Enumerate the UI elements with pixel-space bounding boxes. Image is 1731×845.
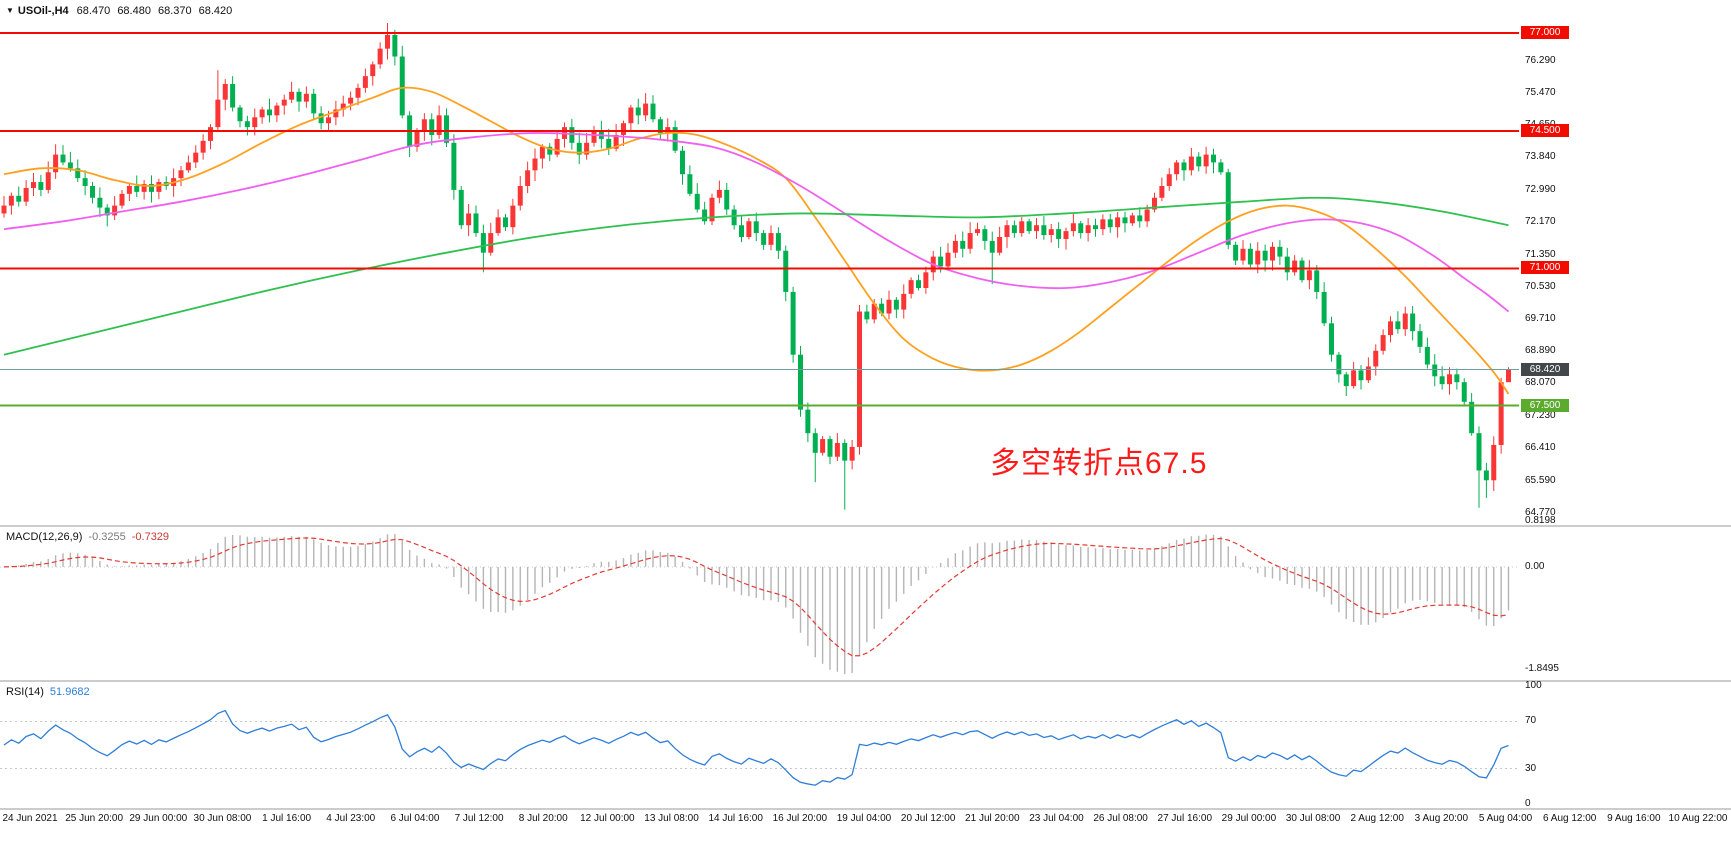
date-label: 7 Jul 12:00 bbox=[454, 813, 504, 824]
macd-signal-value: -0.7329 bbox=[131, 531, 170, 543]
date-label: 30 Jul 08:00 bbox=[1285, 813, 1341, 824]
price-tick-label: 66.410 bbox=[1525, 442, 1556, 454]
hline-price-badge: 74.500 bbox=[1521, 124, 1569, 138]
price-tick-label: 68.070 bbox=[1525, 377, 1556, 389]
date-label: 14 Jul 16:00 bbox=[708, 813, 763, 824]
price-tick-label: 73.840 bbox=[1525, 150, 1556, 162]
hline-price-badge: 67.500 bbox=[1521, 398, 1569, 412]
macd-main-value: -0.3255 bbox=[88, 531, 126, 543]
rsi-indicator-label: RSI(14) 51.9682 bbox=[6, 686, 96, 698]
hline-price-badge: 71.000 bbox=[1521, 261, 1569, 275]
date-label: 10 Aug 22:00 bbox=[1668, 813, 1728, 824]
date-label: 24 Jun 2021 bbox=[2, 813, 58, 824]
macd-tick-label: -1.8495 bbox=[1525, 663, 1559, 675]
price-tick-label: 64.770 bbox=[1525, 506, 1556, 518]
rsi-name: RSI(14) bbox=[6, 686, 44, 698]
current-price-badge: 68.420 bbox=[1521, 362, 1569, 376]
ma-slow-green bbox=[3, 196, 1509, 356]
hline-price-badge: 77.000 bbox=[1521, 25, 1569, 39]
date-label: 6 Jul 04:00 bbox=[390, 813, 440, 824]
date-label: 13 Jul 08:00 bbox=[644, 813, 699, 824]
date-label: 25 Jun 20:00 bbox=[65, 813, 124, 824]
price-tick-label: 70.530 bbox=[1525, 280, 1556, 292]
rsi-tick-label: 0 bbox=[1525, 798, 1531, 809]
rsi-tick-label: 70 bbox=[1525, 715, 1537, 727]
price-scale[interactable]: 76.29075.47074.65073.84072.99072.17071.3… bbox=[1519, 0, 1731, 845]
price-tick-label: 67.230 bbox=[1525, 410, 1556, 422]
date-label: 20 Jul 12:00 bbox=[900, 813, 956, 824]
price-tick-label: 72.170 bbox=[1525, 216, 1556, 228]
chart-annotation: 多空转折点67.5 bbox=[990, 447, 1208, 480]
quote-low: 68.370 bbox=[157, 5, 192, 17]
date-label: 6 Aug 12:00 bbox=[1542, 813, 1597, 824]
date-label: 19 Jul 04:00 bbox=[836, 813, 892, 824]
date-label: 8 Jul 20:00 bbox=[518, 813, 568, 824]
date-label: 21 Jul 20:00 bbox=[965, 813, 1020, 824]
date-label: 3 Aug 20:00 bbox=[1414, 813, 1469, 824]
date-label: 30 Jun 08:00 bbox=[193, 813, 252, 824]
ma-mid-magenta bbox=[3, 132, 1510, 313]
price-tick-label: 65.590 bbox=[1525, 474, 1556, 486]
date-label: 23 Jul 04:00 bbox=[1029, 813, 1084, 824]
quote-high: 68.480 bbox=[117, 5, 151, 17]
date-label: 12 Jul 00:00 bbox=[580, 813, 635, 824]
price-tick-label: 72.990 bbox=[1525, 184, 1556, 196]
rsi-tick-label: 100 bbox=[1525, 680, 1542, 691]
date-label: 16 Jul 20:00 bbox=[772, 813, 828, 824]
date-label: 4 Jul 23:00 bbox=[326, 813, 376, 824]
date-label: 29 Jul 00:00 bbox=[1221, 813, 1277, 824]
macd-indicator-label: MACD(12,26,9) -0.3255 -0.7329 bbox=[6, 531, 175, 543]
date-label: 5 Aug 04:00 bbox=[1478, 813, 1533, 824]
quote-close: 68.420 bbox=[198, 5, 233, 17]
price-tick-label: 69.710 bbox=[1525, 313, 1556, 324]
date-label: 2 Aug 12:00 bbox=[1350, 813, 1404, 824]
date-label: 1 Jul 16:00 bbox=[262, 813, 312, 824]
macd-tick-label: 0.8198 bbox=[1525, 515, 1556, 527]
ma-fast-orange bbox=[3, 86, 1510, 395]
price-tick-label: 68.890 bbox=[1525, 345, 1556, 357]
price-tick-label: 75.470 bbox=[1525, 86, 1556, 98]
quote-open: 68.470 bbox=[76, 5, 111, 17]
symbol-dropdown-icon[interactable]: ▼ bbox=[6, 6, 14, 15]
symbol-info: ▼ USOil-,H4 68.470 68.480 68.370 68.420 bbox=[6, 5, 239, 17]
macd-tick-label: 0.00 bbox=[1525, 560, 1545, 572]
macd-name: MACD(12,26,9) bbox=[6, 531, 83, 543]
price-tick-label: 76.290 bbox=[1525, 54, 1556, 66]
rsi-value: 51.9682 bbox=[49, 686, 90, 698]
time-scale[interactable]: 24 Jun 2021 25 Jun 20:00 29 Jun 00:00 30 Ju… bbox=[0, 810, 1731, 832]
date-label: 9 Aug 16:00 bbox=[1607, 813, 1661, 824]
date-label: 29 Jun 00:00 bbox=[129, 813, 188, 824]
rsi-tick-label: 30 bbox=[1525, 762, 1537, 774]
price-tick-label: 71.350 bbox=[1525, 248, 1556, 260]
symbol-title: USOil-,H4 bbox=[17, 5, 69, 17]
date-label: 26 Jul 08:00 bbox=[1093, 813, 1148, 824]
date-label: 27 Jul 16:00 bbox=[1157, 813, 1213, 824]
